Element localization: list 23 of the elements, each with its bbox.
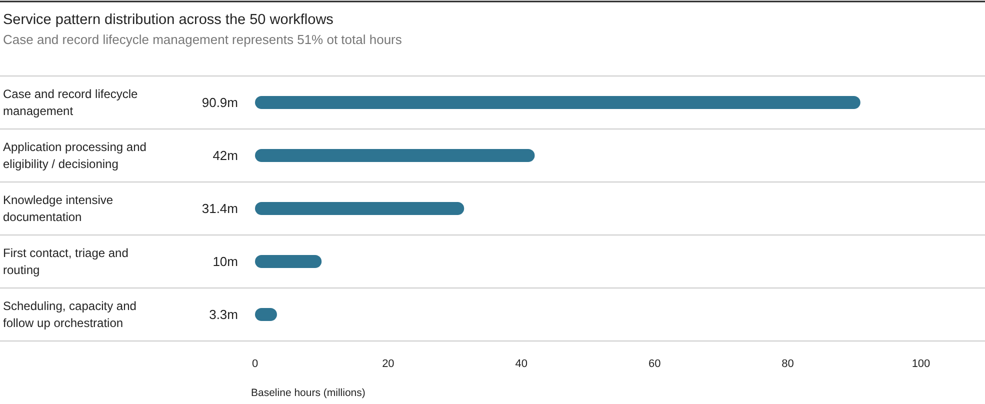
- data-label: 90.9m: [202, 95, 238, 110]
- x-tick-label: 100: [912, 358, 930, 370]
- y-tick-label: Knowledge intensive documentation: [3, 193, 114, 224]
- bar: [255, 255, 322, 268]
- x-tick-label: 0: [252, 358, 258, 370]
- x-tick-label: 20: [382, 358, 394, 370]
- data-label: 3.3m: [209, 307, 238, 322]
- x-tick-label: 60: [648, 358, 661, 370]
- data-label: 31.4m: [202, 201, 238, 216]
- bar: [255, 149, 535, 162]
- x-tick-label: 40: [515, 358, 528, 370]
- chart-subtitle: Case and record lifecycle management represents 51% ot total hours: [3, 32, 402, 47]
- y-tick-label: Scheduling, capacity and follow up orchestration: [3, 299, 136, 330]
- bar: [255, 96, 860, 109]
- y-tick-label: First contact, triage and routing: [3, 246, 128, 277]
- x-tick-label: 80: [782, 358, 794, 370]
- bar: [255, 202, 464, 215]
- y-tick-label: Case and record lifecycle management: [3, 87, 138, 118]
- data-label: 10m: [212, 254, 238, 269]
- x-axis-title: Baseline hours (millions): [251, 387, 366, 399]
- chart-title: Service pattern distribution across the 50 workflows: [3, 12, 334, 28]
- data-label: 42m: [212, 148, 238, 163]
- y-tick-label: Application processing and eligibility / decisioning: [3, 140, 146, 171]
